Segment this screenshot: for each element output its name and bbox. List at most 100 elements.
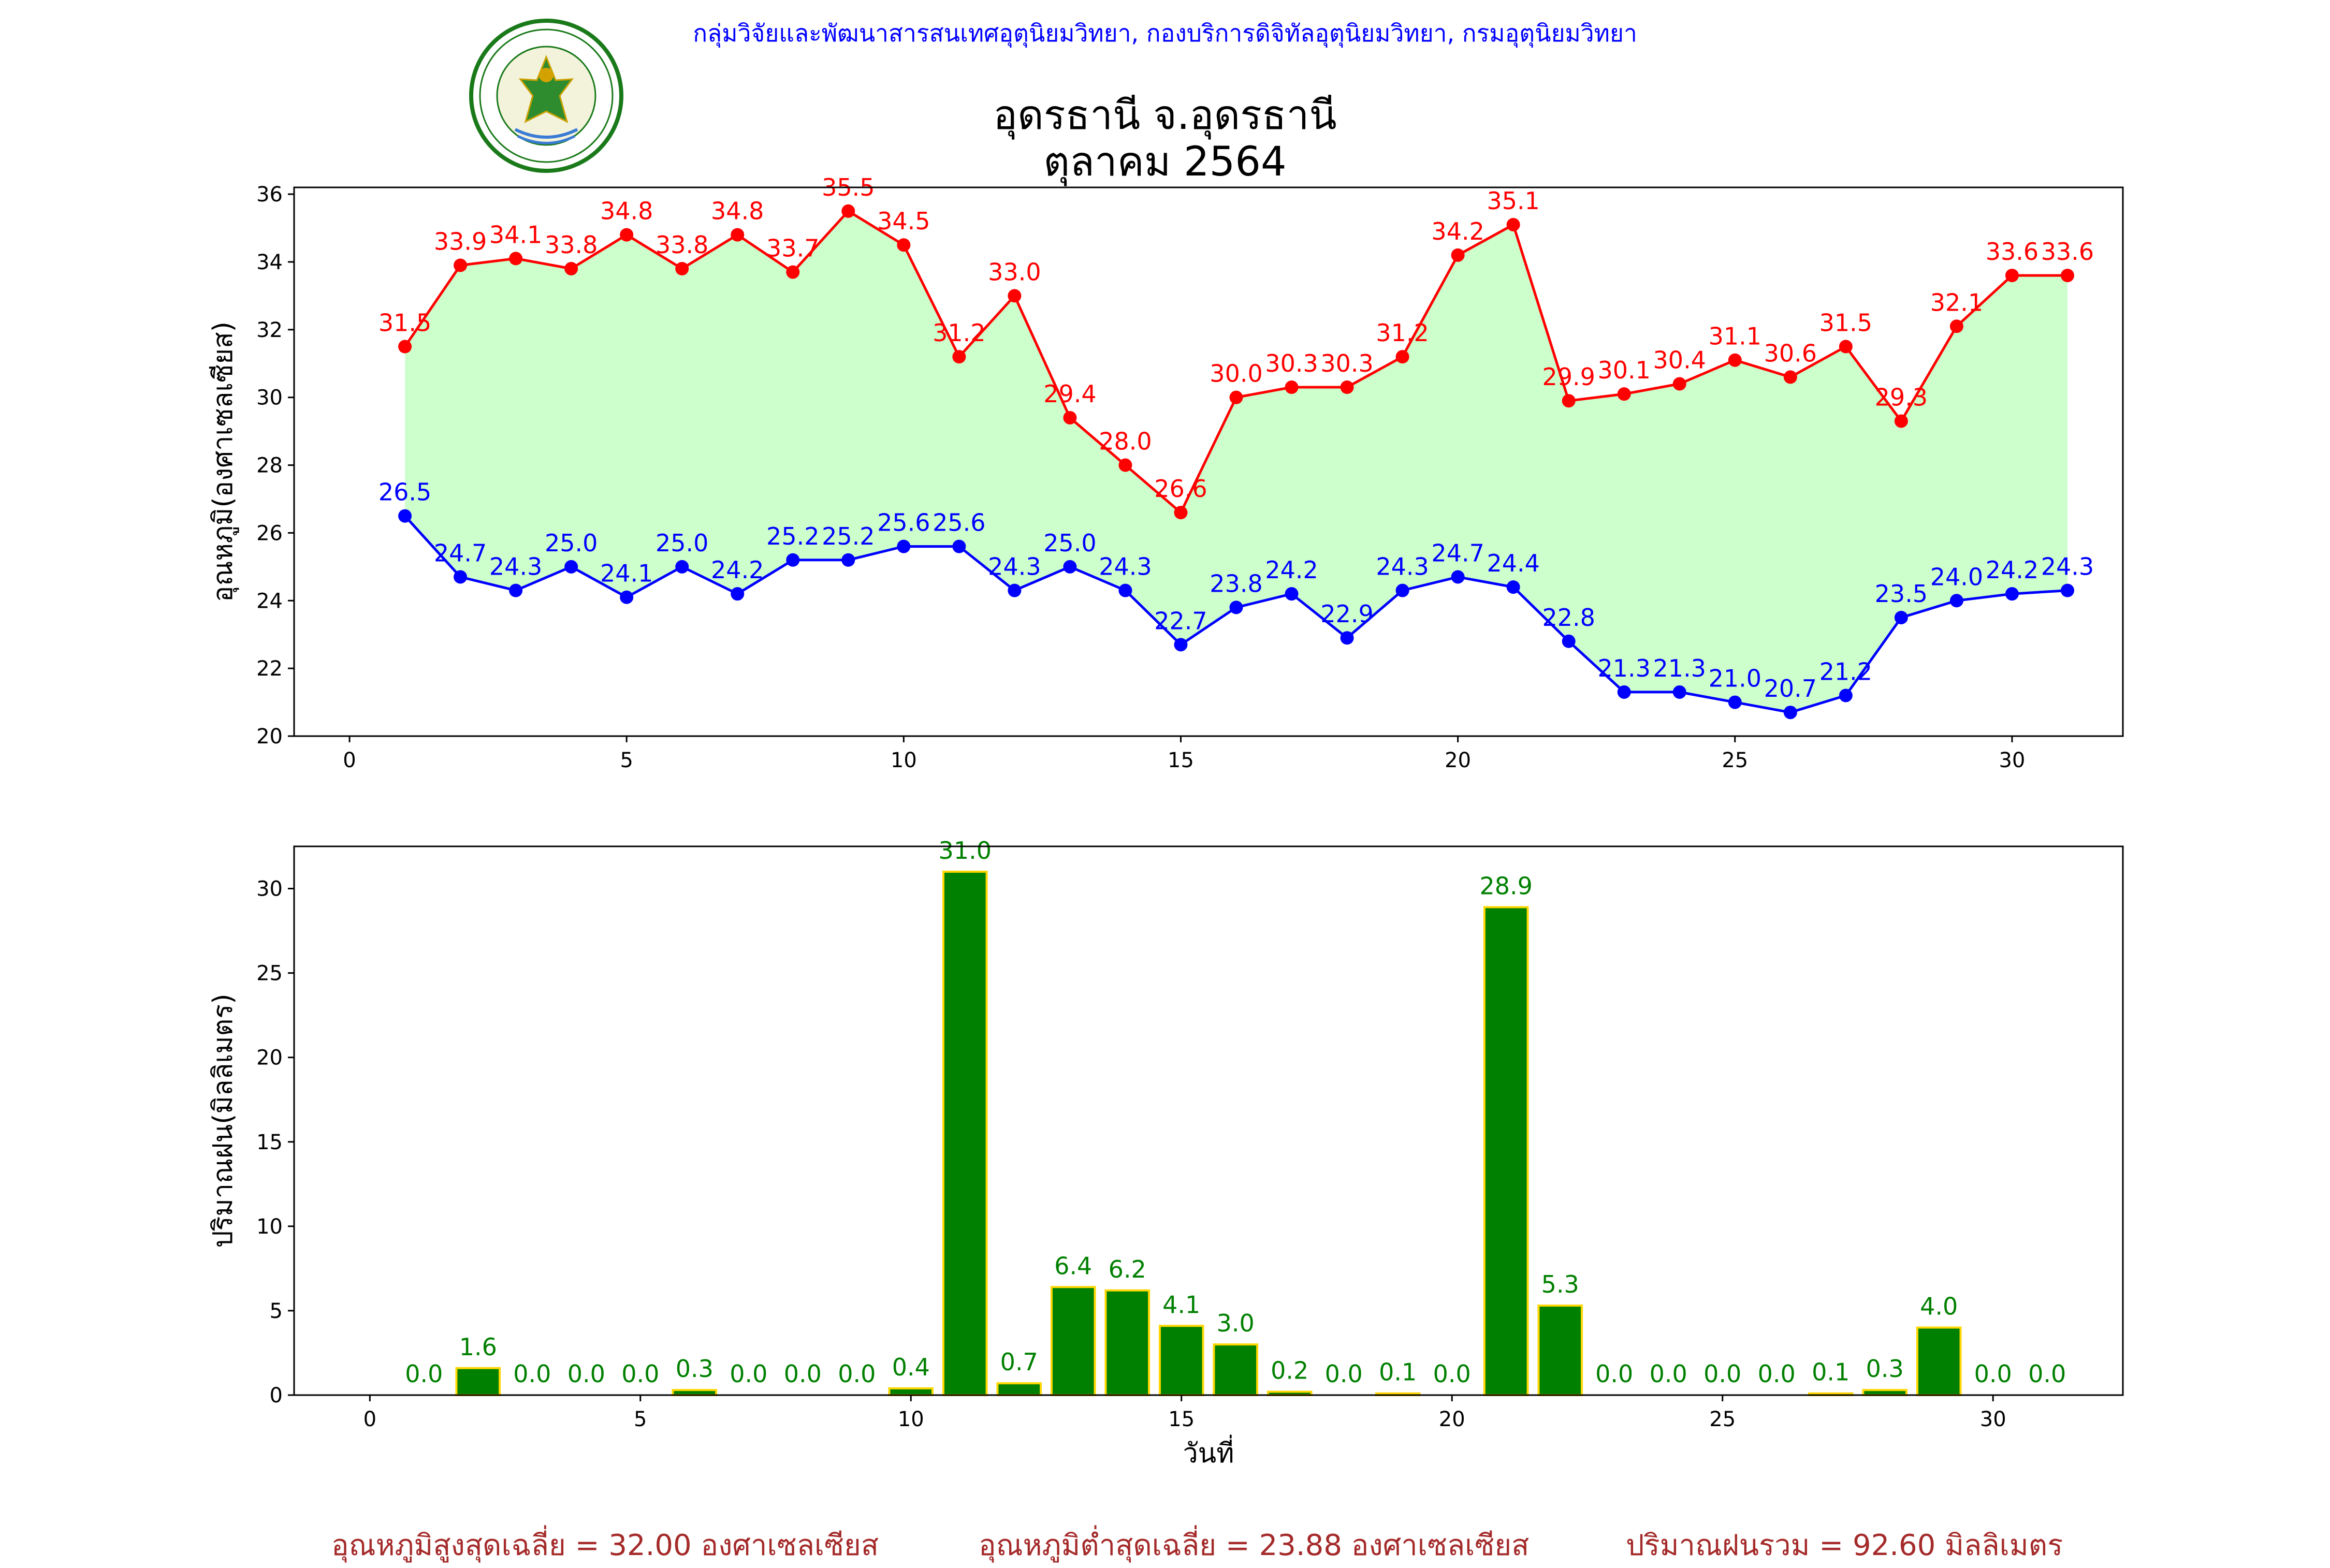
max-temp-point — [1949, 319, 1963, 333]
rainfall-data-label: 0.1 — [1812, 1358, 1850, 1386]
rainfall-data-label: 4.0 — [1920, 1293, 1958, 1321]
max-temp-data-label: 30.1 — [1598, 356, 1651, 384]
temperature-plot-frame — [293, 186, 2124, 737]
rainfall-bar — [1104, 1289, 1151, 1397]
min-temp-data-label: 25.0 — [656, 529, 708, 557]
temperature-y-tick-label: 28 — [256, 454, 283, 478]
rainfall-x-tick-label: 0 — [363, 1408, 376, 1431]
min-temp-point — [1672, 685, 1686, 699]
rainfall-data-label: 0.0 — [2028, 1360, 2066, 1388]
max-temp-point — [509, 252, 523, 266]
temperature-x-tick-label: 5 — [620, 749, 633, 772]
rainfall-data-label: 31.0 — [939, 837, 992, 864]
rainfall-bar — [1213, 1343, 1259, 1396]
rainfall-data-label: 6.4 — [1054, 1252, 1092, 1280]
rainfall-data-label: 0.0 — [1325, 1360, 1363, 1388]
max-temp-point — [1285, 380, 1299, 394]
rainfall-y-tick-label: 0 — [270, 1384, 283, 1408]
max-temp-point — [1728, 353, 1742, 367]
rainfall-data-label: 0.0 — [1433, 1360, 1471, 1388]
min-temp-point — [1783, 706, 1797, 720]
max-temp-point — [1340, 380, 1354, 394]
max-temp-point — [2005, 269, 2019, 283]
rainfall-y-tick-label: 25 — [256, 962, 283, 986]
temperature-x-tick-label: 15 — [1168, 749, 1194, 772]
rainfall-y-tick-label: 20 — [256, 1046, 283, 1070]
max-temp-point — [564, 262, 578, 276]
min-temp-point — [1451, 570, 1465, 584]
max-temp-point — [1672, 377, 1686, 391]
min-temp-point — [1506, 580, 1520, 594]
max-temp-data-label: 31.5 — [378, 309, 431, 337]
rainfall-x-tick-label: 10 — [898, 1408, 924, 1431]
min-temp-point — [1063, 560, 1077, 574]
min-temp-point — [786, 553, 800, 567]
min-temp-data-label: 22.7 — [1154, 607, 1207, 635]
min-temp-data-label: 24.2 — [1265, 556, 1318, 584]
min-temp-data-label: 25.6 — [877, 509, 930, 537]
min-temp-point — [841, 553, 855, 567]
temperature-range-fill — [405, 211, 2067, 713]
rainfall-data-label: 0.3 — [1866, 1355, 1904, 1383]
min-temp-point — [1340, 631, 1354, 645]
max-temp-data-label: 31.2 — [933, 319, 985, 347]
temperature-y-tick-label: 22 — [256, 657, 283, 681]
rainfall-data-label: 0.1 — [1379, 1358, 1417, 1386]
rainfall-y-tick-label: 5 — [270, 1299, 283, 1323]
max-temp-data-label: 30.3 — [1320, 349, 1373, 377]
min-temp-point — [620, 590, 634, 604]
min-temp-point — [1562, 634, 1576, 648]
min-temp-data-label: 24.7 — [434, 539, 487, 567]
max-temp-data-label: 33.8 — [545, 231, 598, 259]
rainfall-y-tick-label: 30 — [256, 877, 283, 901]
min-temp-data-label: 24.1 — [600, 560, 653, 588]
min-temp-data-label: 25.6 — [933, 509, 985, 537]
max-temp-data-label: 33.0 — [988, 258, 1041, 286]
min-temp-point — [897, 539, 911, 553]
temperature-y-tick-label: 20 — [256, 725, 283, 749]
rainfall-bar — [1916, 1326, 1962, 1397]
min-temp-point — [1617, 685, 1631, 699]
rainfall-x-tick-label: 30 — [1980, 1408, 2006, 1431]
min-temp-point — [1894, 610, 1908, 624]
min-temp-data-label: 24.3 — [1376, 553, 1429, 581]
rainfall-bar — [996, 1382, 1042, 1396]
rainfall-data-label: 0.0 — [838, 1360, 876, 1388]
max-temp-point — [952, 350, 966, 364]
temperature-y-tick-label: 24 — [256, 589, 283, 613]
rainfall-data-label: 5.3 — [1541, 1270, 1579, 1298]
max-temp-point — [1506, 217, 1520, 231]
rainfall-data-label: 0.2 — [1271, 1356, 1308, 1384]
max-temp-point — [454, 258, 468, 272]
rainfall-data-label: 0.0 — [567, 1360, 605, 1388]
max-temp-point — [786, 265, 800, 279]
rainfall-y-axis-label: ปริมาณฝน(มิลลิเมตร) — [208, 993, 239, 1248]
min-temp-point — [2060, 583, 2074, 597]
rainfall-data-label: 3.0 — [1217, 1309, 1255, 1337]
max-temp-point — [1894, 414, 1908, 428]
min-temp-point — [398, 509, 412, 523]
max-temp-data-label: 34.1 — [489, 221, 542, 248]
max-temp-point — [1008, 289, 1022, 303]
rainfall-bar — [1537, 1305, 1583, 1396]
max-temp-point — [1174, 506, 1188, 520]
max-temp-data-label: 33.6 — [2041, 238, 2094, 266]
max-temp-point — [2060, 269, 2074, 283]
min-temp-data-label: 25.0 — [545, 529, 598, 557]
min-temp-data-label: 24.4 — [1487, 549, 1539, 577]
min-temp-data-label: 24.3 — [1099, 553, 1152, 581]
min-temp-point — [509, 583, 523, 597]
max-temp-data-label: 34.2 — [1431, 217, 1484, 245]
max-temp-data-label: 30.0 — [1210, 360, 1262, 388]
min-temp-point — [1008, 583, 1022, 597]
rainfall-data-label: 0.0 — [1650, 1360, 1687, 1388]
min-temp-data-label: 21.0 — [1709, 665, 1761, 693]
min-temp-point — [564, 560, 578, 574]
min-temp-data-label: 24.0 — [1930, 563, 1983, 591]
rainfall-data-label: 0.0 — [730, 1360, 767, 1388]
min-temp-data-label: 22.8 — [1542, 604, 1595, 632]
temperature-y-tick-label: 30 — [256, 386, 283, 410]
max-temp-data-label: 31.2 — [1376, 319, 1429, 347]
rainfall-x-tick-label: 20 — [1439, 1408, 1465, 1431]
rainfall-bar — [1050, 1286, 1096, 1396]
